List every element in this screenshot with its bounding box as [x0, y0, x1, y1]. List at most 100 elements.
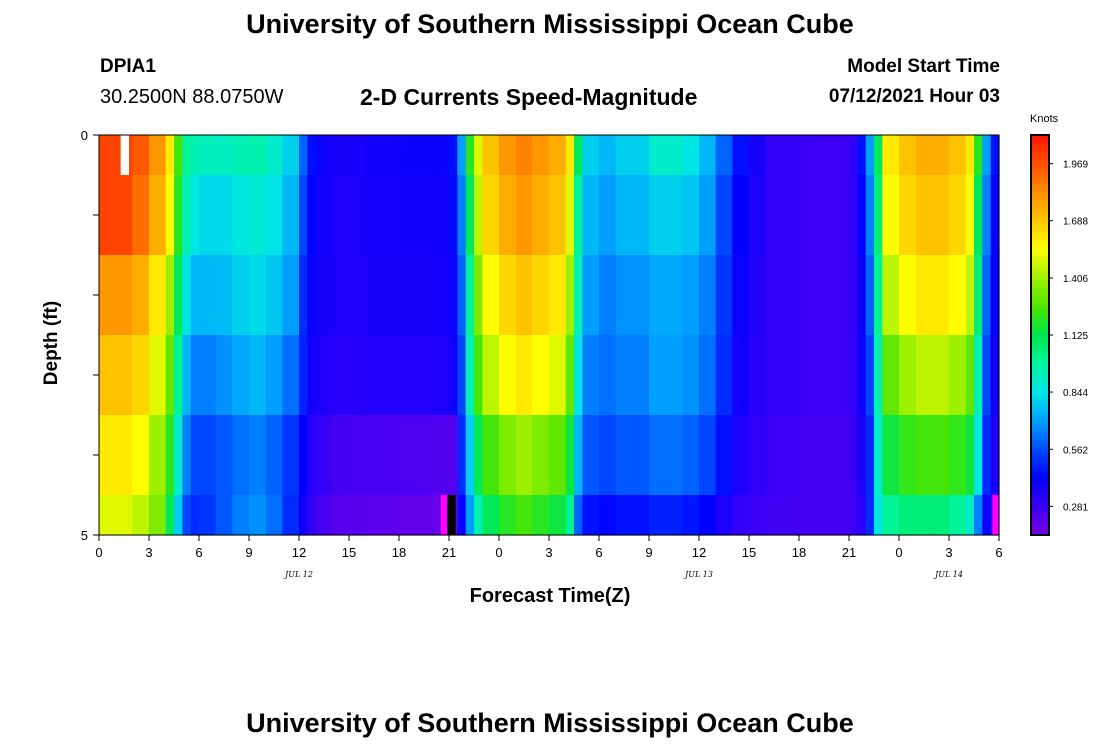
heatmap-cell	[332, 135, 350, 176]
heatmap-cell	[799, 135, 833, 176]
heatmap-cell	[949, 335, 967, 416]
heatmap-cell	[482, 255, 500, 336]
heatmap-cell	[649, 175, 683, 256]
heatmap-cell	[174, 415, 183, 496]
heatmap-cell	[349, 495, 367, 536]
heatmap-cell	[565, 135, 575, 176]
heatmap-cell	[182, 415, 192, 496]
heatmap-cell	[299, 495, 308, 536]
heatmap-cell	[215, 135, 233, 176]
heatmap-cell	[732, 415, 750, 496]
heatmap-cell	[265, 175, 283, 256]
heatmap-cell	[932, 255, 950, 336]
heatmap-cell	[282, 135, 300, 176]
heatmap-cell	[857, 335, 867, 416]
heatmap-cell	[899, 135, 917, 176]
heatmap-cell	[699, 335, 717, 416]
heatmap-cell	[915, 255, 933, 336]
heatmap-cell	[99, 335, 117, 416]
heatmap-cell	[765, 175, 800, 256]
heatmap-cell	[799, 335, 833, 416]
colorbar-tick-label: 0.844	[1063, 388, 1088, 399]
heatmap-cell	[974, 415, 983, 496]
heatmap-cell	[307, 255, 317, 336]
heatmap-cell	[149, 415, 167, 496]
heatmap-cell	[882, 175, 900, 256]
x-tick-label: 0	[895, 545, 902, 560]
heatmap-cell	[315, 175, 325, 256]
heatmap-cell	[915, 335, 933, 416]
heatmap-cell	[832, 135, 850, 176]
station-id: DPIA1	[100, 56, 156, 77]
heatmap-cell	[399, 175, 433, 256]
heatmap-cell	[307, 415, 317, 496]
heatmap-cell	[532, 495, 550, 536]
heatmap-cell	[699, 175, 717, 256]
heatmap-cell	[232, 415, 250, 496]
heatmap-cell	[115, 335, 133, 416]
heatmap-cell	[332, 495, 350, 536]
heatmap-cell	[190, 255, 200, 336]
heatmap-cell	[174, 255, 183, 336]
heatmap-cell	[990, 335, 1000, 416]
heatmap-cell	[715, 175, 733, 256]
heatmap-cell	[199, 495, 217, 536]
heatmap-cell	[174, 175, 183, 256]
x-tick-label: 6	[995, 545, 1002, 560]
heatmap-cell	[965, 495, 975, 536]
heatmap-cell	[349, 175, 367, 256]
heatmap-cell	[232, 335, 250, 416]
heatmap-cell	[282, 175, 300, 256]
heatmap-cell	[599, 175, 617, 256]
colorbar-tick-label: 1.406	[1063, 274, 1088, 285]
heatmap-cell	[249, 335, 267, 416]
heatmap-cell	[699, 135, 717, 176]
heatmap-cell	[282, 335, 300, 416]
heatmap-cell	[857, 495, 867, 536]
heatmap-cell	[865, 495, 875, 536]
x-tick-label: 6	[595, 545, 602, 560]
heatmap-cell	[315, 415, 325, 496]
heatmap-cell	[949, 175, 967, 256]
x-tick-label: 0	[95, 545, 102, 560]
heatmap-cell	[249, 175, 267, 256]
heatmap-cell	[865, 135, 875, 176]
heatmap-cell	[99, 135, 117, 176]
page-title: University of Southern Mississippi Ocean…	[246, 9, 854, 39]
heatmap-cell	[182, 135, 192, 176]
heatmap-cell	[149, 175, 167, 256]
heatmap-cell	[465, 335, 475, 416]
heatmap-cell	[915, 175, 933, 256]
heatmap-cell	[649, 335, 683, 416]
missing-cell	[440, 495, 448, 535]
heatmap-cell	[515, 135, 533, 176]
heatmap-cell	[615, 175, 650, 256]
heatmap-cell	[465, 415, 475, 496]
x-tick-label: 12	[692, 545, 706, 560]
heatmap-cell	[215, 335, 233, 416]
heatmap-cell	[799, 415, 833, 496]
heatmap-cell	[882, 415, 900, 496]
heatmap-cell	[832, 335, 850, 416]
heatmap-cell	[515, 415, 533, 496]
heatmap-cell	[574, 135, 583, 176]
heatmap-cell	[474, 415, 483, 496]
heatmap-cell	[715, 495, 733, 536]
heatmap-cell	[874, 135, 883, 176]
heatmap-cell	[332, 255, 350, 336]
heatmap-cell	[299, 415, 308, 496]
heatmap-cell	[765, 415, 800, 496]
heatmap-cell	[299, 135, 308, 176]
heatmap-cell	[165, 175, 175, 256]
heatmap-cell	[449, 335, 458, 416]
x-tick-label: 21	[442, 545, 456, 560]
heatmap-cell	[549, 415, 567, 496]
date-label: JUL 13	[683, 570, 713, 579]
heatmap-cell	[199, 255, 217, 336]
heatmap-cell	[190, 415, 200, 496]
heatmap-cell	[449, 255, 458, 336]
heatmap-cell	[615, 415, 650, 496]
heatmap-cell	[982, 335, 992, 416]
heatmap-cell	[865, 255, 875, 336]
heatmap-cell	[282, 255, 300, 336]
